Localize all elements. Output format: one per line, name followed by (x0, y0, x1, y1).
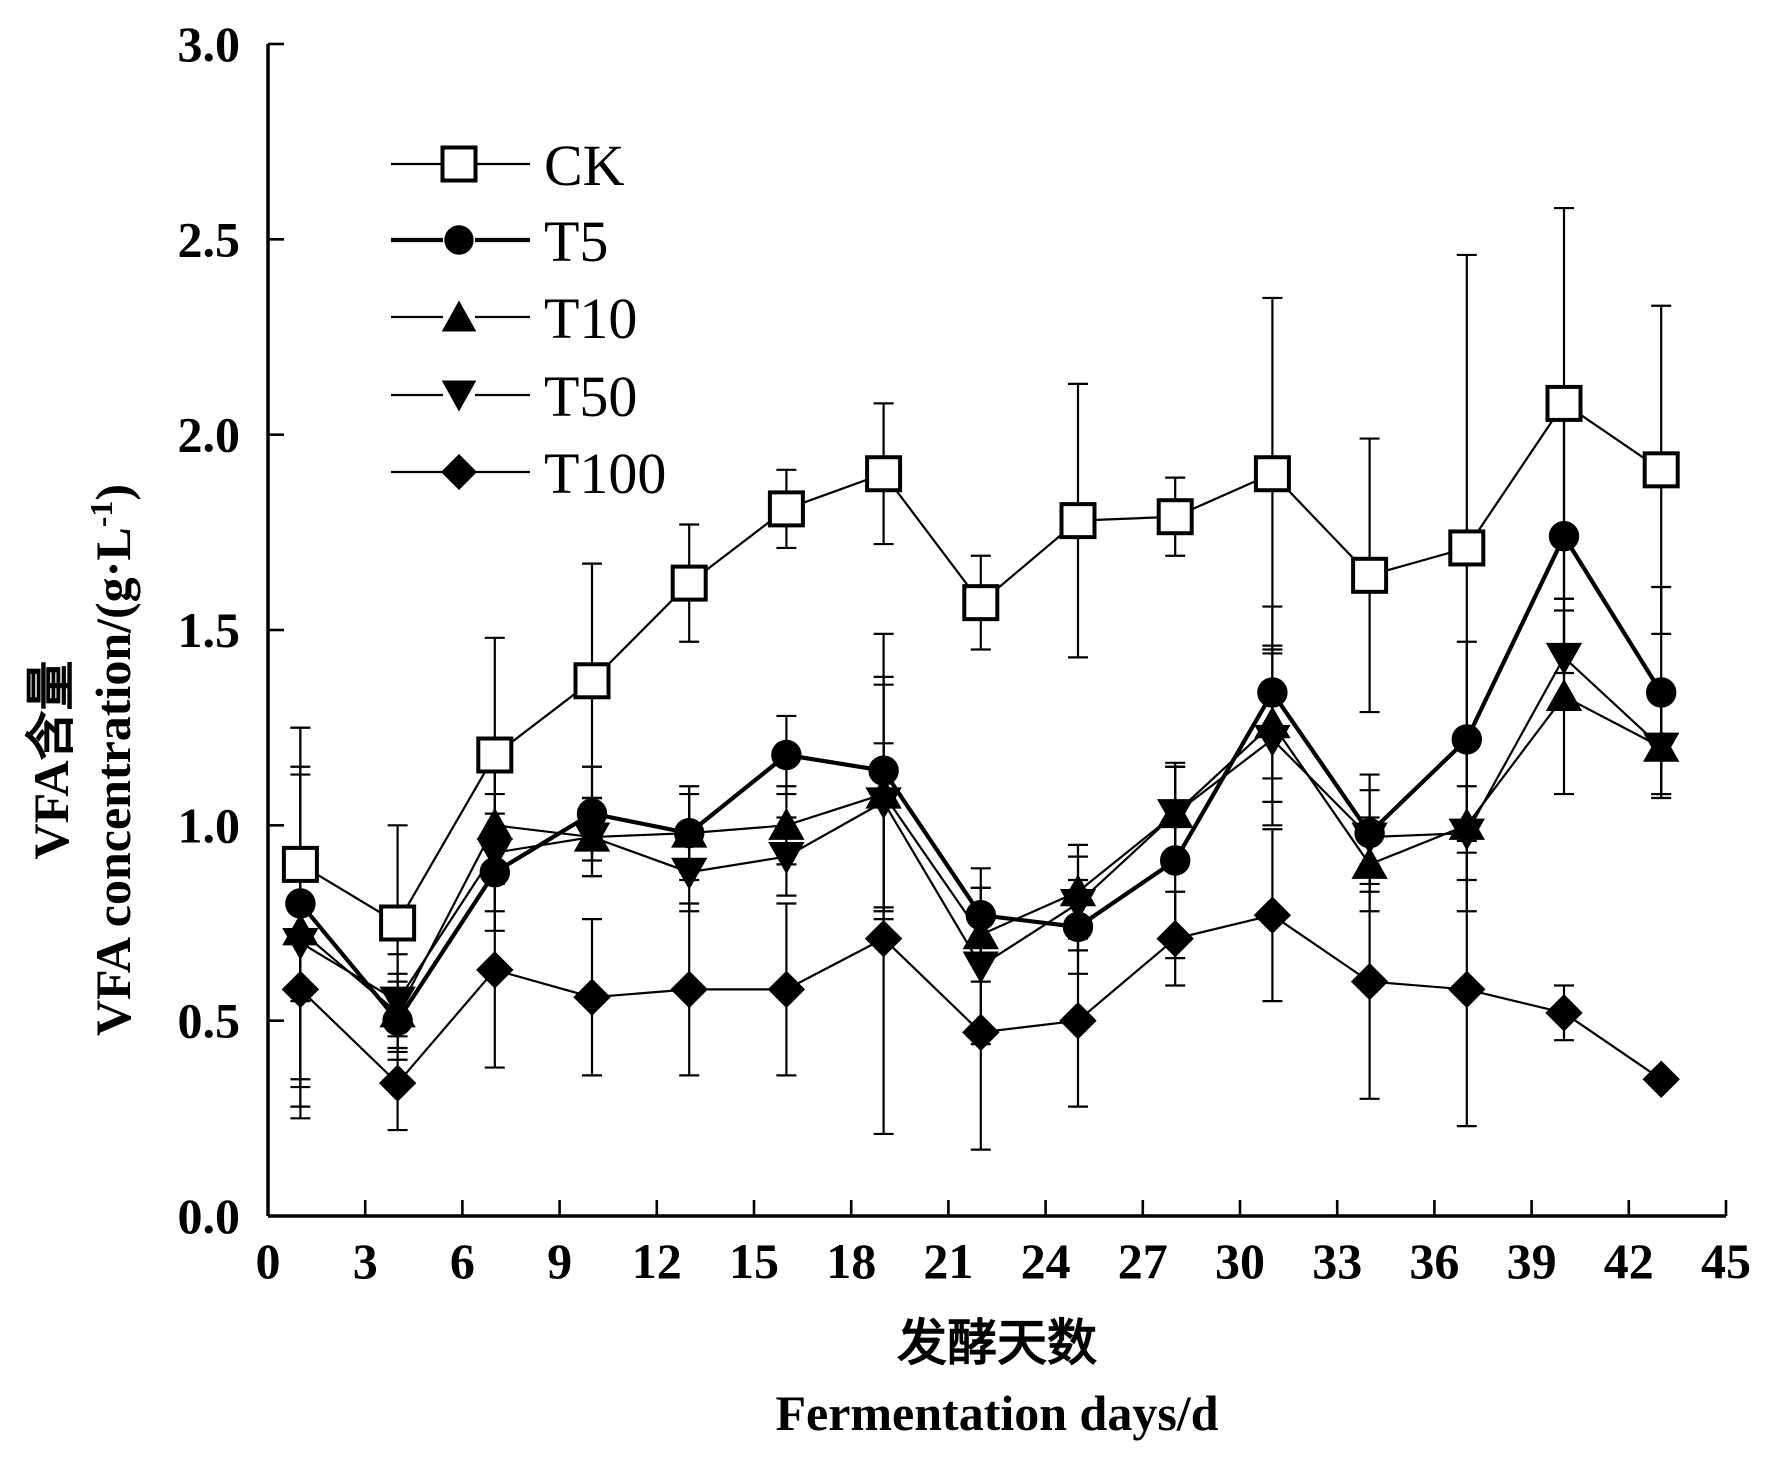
svg-text:T10: T10 (544, 286, 637, 351)
svg-text:1.0: 1.0 (178, 797, 241, 853)
svg-text:0: 0 (256, 1233, 281, 1289)
svg-text:3.0: 3.0 (178, 16, 241, 72)
svg-text:VFA含量: VFA含量 (23, 660, 79, 859)
svg-text:T50: T50 (544, 364, 637, 429)
svg-text:18: 18 (826, 1233, 876, 1289)
svg-text:VFA concentration/(g·L-1): VFA concentration/(g·L-1) (83, 484, 141, 1036)
svg-text:1.5: 1.5 (178, 602, 241, 658)
svg-text:39: 39 (1507, 1233, 1557, 1289)
svg-text:2.5: 2.5 (178, 211, 241, 267)
svg-text:0.0: 0.0 (178, 1188, 241, 1244)
svg-text:2.0: 2.0 (178, 407, 241, 463)
svg-text:45: 45 (1701, 1233, 1751, 1289)
svg-text:T5: T5 (544, 209, 608, 274)
svg-text:42: 42 (1604, 1233, 1654, 1289)
svg-text:21: 21 (923, 1233, 973, 1289)
svg-text:发酵天数: 发酵天数 (897, 1315, 1097, 1371)
svg-text:36: 36 (1409, 1233, 1459, 1289)
svg-text:30: 30 (1215, 1233, 1265, 1289)
svg-text:0.5: 0.5 (178, 993, 241, 1049)
svg-text:Fermentation days/d: Fermentation days/d (775, 1385, 1218, 1441)
svg-text:T100: T100 (544, 441, 666, 506)
svg-text:27: 27 (1118, 1233, 1168, 1289)
svg-text:9: 9 (547, 1233, 572, 1289)
svg-text:CK: CK (544, 133, 625, 198)
svg-text:12: 12 (632, 1233, 682, 1289)
svg-text:3: 3 (353, 1233, 378, 1289)
svg-text:15: 15 (729, 1233, 779, 1289)
svg-text:24: 24 (1021, 1233, 1071, 1289)
svg-text:6: 6 (450, 1233, 475, 1289)
svg-text:33: 33 (1312, 1233, 1362, 1289)
